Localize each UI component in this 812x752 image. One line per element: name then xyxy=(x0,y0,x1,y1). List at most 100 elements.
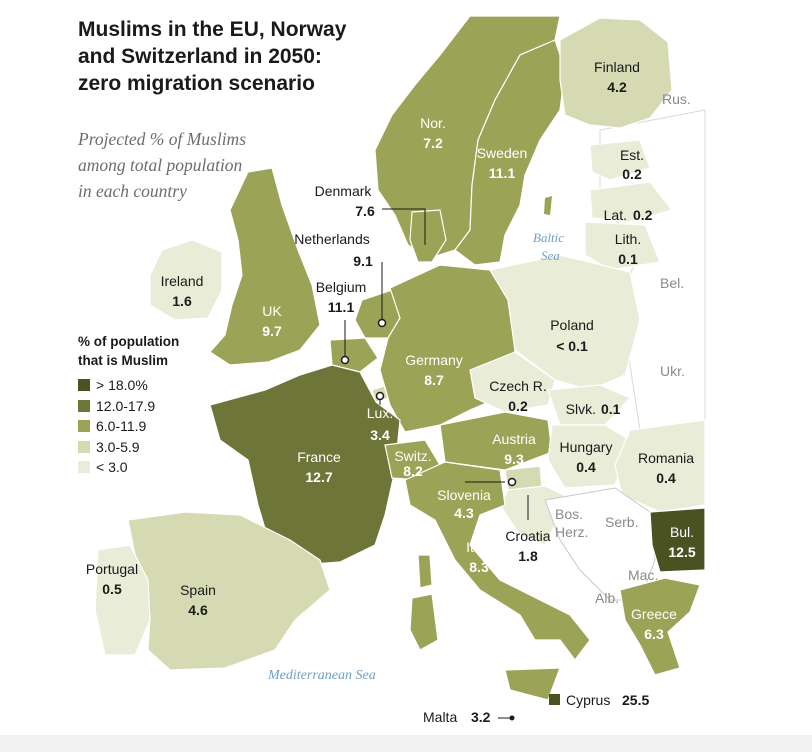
legend-swatch xyxy=(78,461,90,474)
country-name-portugal: Portugal xyxy=(86,561,138,577)
country-name-hungary: Hungary xyxy=(560,439,613,455)
region-poland xyxy=(489,254,641,391)
country-name-bulgaria: Bul. xyxy=(670,524,694,540)
country-value-norway: 7.2 xyxy=(423,135,443,151)
region-finland xyxy=(559,17,673,129)
region-corsica xyxy=(417,554,433,589)
country-value-czech: 0.2 xyxy=(508,398,528,414)
country-name-austria: Austria xyxy=(492,431,536,447)
label-serbia: Serb. xyxy=(605,514,638,530)
country-value-luxembourg: 3.4 xyxy=(370,427,390,443)
title-line: Muslims in the EU, Norway xyxy=(78,18,347,41)
country-value-malta: 3.2 xyxy=(471,709,491,725)
sea-label-mediterranean: Mediterranean Sea xyxy=(267,668,376,683)
country-value-sweden: 11.1 xyxy=(489,165,516,181)
label-macedonia: Mac. xyxy=(628,567,658,583)
country-name-italy: Italy xyxy=(466,539,492,555)
land-layer xyxy=(94,15,706,701)
marker-slovenia xyxy=(507,477,517,487)
label-russia: Rus. xyxy=(662,91,691,107)
legend-swatch xyxy=(78,440,90,453)
marker-lux xyxy=(375,391,385,401)
region-portugal xyxy=(94,544,151,656)
region-belgium xyxy=(329,337,379,373)
region-italy xyxy=(404,461,591,661)
legend-item: > 18.0% xyxy=(78,375,155,396)
country-value-slovakia: 0.1 xyxy=(601,401,621,417)
legend-item: 12.0-17.9 xyxy=(78,396,155,417)
country-name-slovenia: Slovenia xyxy=(437,487,491,503)
label-albania: Alb. xyxy=(595,590,619,606)
region-no-data-balkans xyxy=(544,487,656,601)
country-value-switzerland: 8.2 xyxy=(403,463,423,479)
country-value-germany: 8.7 xyxy=(424,372,444,388)
country-name-cyprus: Cyprus xyxy=(566,692,610,708)
marker-netherlands xyxy=(377,318,387,328)
country-value-netherlands: 9.1 xyxy=(353,253,373,269)
country-name-france: France xyxy=(297,449,341,465)
country-value-uk: 9.7 xyxy=(262,323,282,339)
country-value-finland: 4.2 xyxy=(607,79,627,95)
europe-map: Baltic Sea Mediterranean Sea Rus. Bel. U… xyxy=(86,15,706,725)
region-hungary xyxy=(547,424,631,489)
country-name-denmark: Denmark xyxy=(315,183,373,199)
marker-cyprus xyxy=(549,694,560,705)
country-name-sweden: Sweden xyxy=(477,145,528,161)
country-name-netherlands: Netherlands xyxy=(294,231,370,247)
region-estonia xyxy=(589,139,651,181)
country-value-romania: 0.4 xyxy=(656,470,676,486)
page-title: Muslims in the EU, Norway and Switzerlan… xyxy=(78,16,346,97)
country-value-bulgaria: 12.5 xyxy=(668,544,695,560)
legend-item: 3.0-5.9 xyxy=(78,437,155,458)
country-value-croatia: 1.8 xyxy=(518,548,538,564)
legend-swatch xyxy=(78,399,90,412)
region-slovakia xyxy=(547,384,632,426)
non-data-labels: Rus. Bel. Ukr. Bos. Herz. Serb. Mac. Alb… xyxy=(555,91,691,606)
country-name-estonia: Est. xyxy=(620,147,644,163)
country-value-ireland: 1.6 xyxy=(172,293,192,309)
legend-label: 3.0-5.9 xyxy=(96,438,140,455)
legend-label: < 3.0 xyxy=(96,459,128,476)
region-ireland xyxy=(149,239,223,321)
country-labels: Nor. 7.2 Sweden 11.1 Finland 4.2 Est. 0.… xyxy=(86,59,696,725)
region-lithuania xyxy=(584,221,661,271)
marker-malta xyxy=(509,715,515,721)
country-name-switzerland: Switz. xyxy=(394,448,431,464)
legend-title-line: % of population xyxy=(78,334,180,349)
sea-label-baltic-2: Sea xyxy=(541,248,560,263)
region-bulgaria xyxy=(649,507,706,573)
country-name-greece: Greece xyxy=(631,606,677,622)
country-name-croatia: Croatia xyxy=(505,528,550,544)
legend: > 18.0% 12.0-17.9 6.0-11.9 3.0-5.9 < 3.0 xyxy=(78,375,155,478)
subtitle: Projected % of Muslims among total popul… xyxy=(78,126,308,204)
legend-item: 6.0-11.9 xyxy=(78,416,155,437)
country-name-czech: Czech R. xyxy=(489,378,547,394)
sea-label-baltic-1: Baltic xyxy=(533,230,564,245)
leader-denmark xyxy=(382,208,426,245)
label-herzegovina: Herz. xyxy=(555,524,588,540)
label-belarus: Bel. xyxy=(660,275,684,291)
country-name-belgium: Belgium xyxy=(316,279,367,295)
region-uk xyxy=(209,167,321,366)
region-sicily xyxy=(504,667,561,701)
region-sardinia xyxy=(409,593,439,651)
region-czech xyxy=(469,351,556,413)
country-name-romania: Romania xyxy=(638,450,694,466)
subtitle-line: Projected % of Muslims xyxy=(78,129,247,149)
title-line: and Switzerland in 2050: xyxy=(78,45,322,68)
country-value-hungary: 0.4 xyxy=(576,459,596,475)
legend-label: 12.0-17.9 xyxy=(96,397,156,414)
subtitle-line: among total population xyxy=(78,155,243,175)
country-value-latvia: 0.2 xyxy=(633,207,653,223)
country-value-lithuania: 0.1 xyxy=(618,251,638,267)
country-value-austria: 9.3 xyxy=(504,451,524,467)
country-value-spain: 4.6 xyxy=(188,602,208,618)
country-value-portugal: 0.5 xyxy=(102,581,122,597)
region-latvia xyxy=(589,181,674,223)
region-greece xyxy=(619,577,701,676)
country-value-greece: 6.3 xyxy=(644,626,664,642)
subtitle-line: in each country xyxy=(78,181,187,201)
marker-belgium xyxy=(340,355,350,365)
region-france xyxy=(209,364,401,566)
country-value-italy: 8.3 xyxy=(469,559,489,575)
